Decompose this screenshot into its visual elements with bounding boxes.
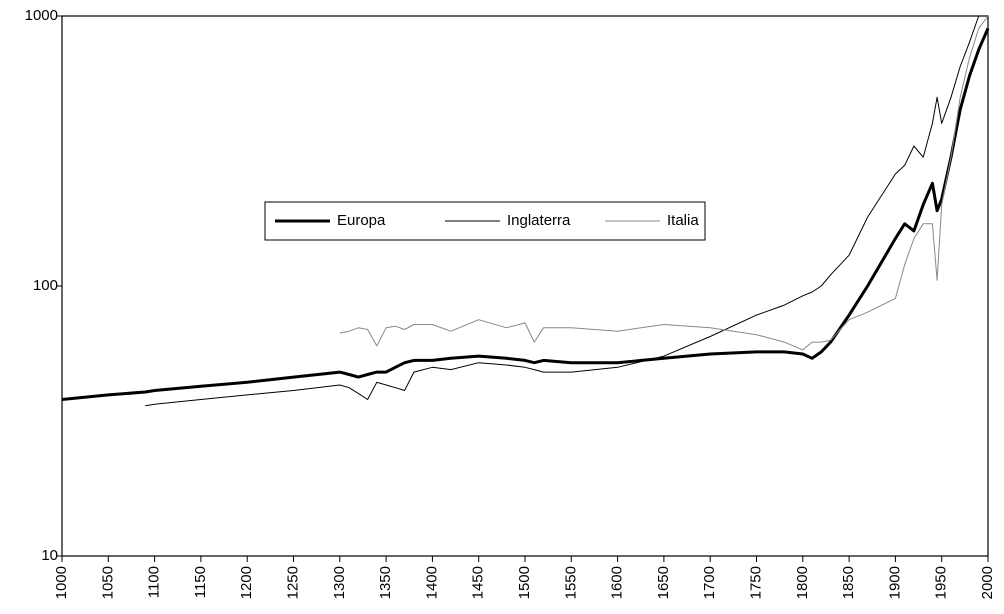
x-tick-label: 1350 bbox=[377, 566, 394, 599]
series-line bbox=[145, 15, 988, 407]
x-tick-label: 1900 bbox=[886, 566, 903, 599]
y-tick-label: 100 bbox=[33, 277, 58, 294]
y-tick-label: 1000 bbox=[25, 7, 58, 24]
x-tick-label: 1850 bbox=[840, 566, 857, 599]
x-tick-label: 1700 bbox=[701, 566, 718, 599]
series-line bbox=[339, 15, 989, 351]
x-tick-label: 1200 bbox=[238, 566, 255, 599]
x-tick-label: 1300 bbox=[331, 566, 348, 599]
y-tick-label: 10 bbox=[41, 547, 58, 564]
x-tick-label: 1100 bbox=[146, 566, 163, 598]
x-tick-label: 1750 bbox=[747, 566, 764, 599]
x-tick-label: 1800 bbox=[794, 566, 811, 599]
x-tick-label: 1000 bbox=[53, 566, 70, 599]
x-tick-label: 1650 bbox=[655, 566, 672, 599]
plot-frame bbox=[61, 15, 989, 557]
x-tick-label: 1400 bbox=[423, 566, 440, 599]
x-tick-label: 1500 bbox=[516, 566, 533, 599]
x-tick-label: 1050 bbox=[99, 566, 116, 599]
legend-label: Inglaterra bbox=[507, 212, 571, 229]
series-line bbox=[61, 27, 990, 401]
legend-label: Europa bbox=[337, 212, 386, 229]
x-tick-label: 1450 bbox=[470, 566, 487, 599]
legend-label: Italia bbox=[667, 212, 699, 229]
x-tick-label: 1250 bbox=[284, 566, 301, 599]
x-tick-label: 1600 bbox=[609, 566, 626, 599]
x-tick-label: 1550 bbox=[562, 566, 579, 599]
x-tick-label: 1150 bbox=[192, 566, 209, 598]
x-tick-label: 1950 bbox=[933, 566, 950, 599]
x-tick-label: 2000 bbox=[979, 566, 996, 599]
